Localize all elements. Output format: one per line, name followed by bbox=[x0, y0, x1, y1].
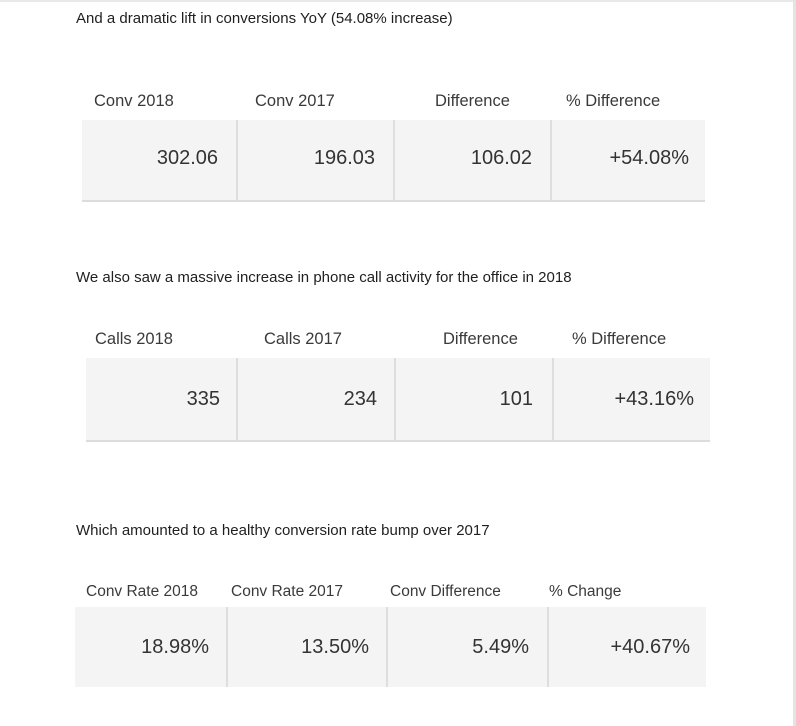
conversions-header-pct-difference: % Difference bbox=[566, 92, 661, 110]
rate-header-conv-rate-2017: Conv Rate 2017 bbox=[231, 583, 344, 600]
rate-header-pct-change: % Change bbox=[549, 583, 622, 600]
conv-difference-value: 106.02 bbox=[470, 147, 532, 169]
calls-header-calls-2017: Calls 2017 bbox=[264, 330, 342, 348]
conversions-values-row: 302.06 196.03 106.02 +54.08% bbox=[82, 120, 705, 202]
table-cell: +40.67% bbox=[549, 607, 706, 687]
table-cell: 101 bbox=[396, 358, 554, 440]
table-cell: 5.49% bbox=[388, 607, 549, 687]
calls-2017-value: 234 bbox=[343, 388, 377, 410]
table-cell: 196.03 bbox=[238, 120, 395, 200]
calls-header-pct-difference: % Difference bbox=[572, 330, 667, 348]
conversions-header-conv-2017: Conv 2017 bbox=[255, 92, 335, 110]
conv-rate-difference-value: 5.49% bbox=[472, 636, 529, 658]
conv-pct-difference-value: +54.08% bbox=[609, 147, 689, 169]
calls-header-calls-2018: Calls 2018 bbox=[95, 330, 173, 348]
conv-rate-2017-value: 13.50% bbox=[301, 636, 369, 658]
rate-header-conv-difference: Conv Difference bbox=[390, 583, 501, 600]
table-cell: +54.08% bbox=[552, 120, 705, 200]
conv-rate-2018-value: 18.98% bbox=[141, 636, 209, 658]
table-cell: 18.98% bbox=[75, 607, 228, 687]
calls-intro-text: We also saw a massive increase in phone … bbox=[76, 269, 572, 286]
conv-2018-value: 302.06 bbox=[156, 147, 218, 169]
table-cell: 106.02 bbox=[395, 120, 552, 200]
table-cell: +43.16% bbox=[554, 358, 710, 440]
table-cell: 335 bbox=[86, 358, 238, 440]
conversions-header-conv-2018: Conv 2018 bbox=[94, 92, 174, 110]
calls-pct-difference-value: +43.16% bbox=[614, 388, 694, 410]
table-cell: 13.50% bbox=[228, 607, 388, 687]
calls-header-difference: Difference bbox=[443, 330, 518, 348]
conv-rate-pct-change-value: +40.67% bbox=[610, 636, 690, 658]
calls-2018-value: 335 bbox=[186, 388, 220, 410]
scrollbar-edge bbox=[793, 0, 796, 726]
rate-header-conv-rate-2018: Conv Rate 2018 bbox=[86, 583, 199, 600]
rate-intro-text: Which amounted to a healthy conversion r… bbox=[76, 522, 490, 539]
conversions-header-difference: Difference bbox=[435, 92, 510, 110]
table-cell: 302.06 bbox=[82, 120, 238, 200]
calls-values-row: 335 234 101 +43.16% bbox=[86, 358, 710, 442]
calls-difference-value: 101 bbox=[499, 388, 533, 410]
conversions-intro-text: And a dramatic lift in conversions YoY (… bbox=[76, 10, 453, 27]
top-edge bbox=[0, 0, 796, 2]
conv-2017-value: 196.03 bbox=[313, 147, 375, 169]
rate-values-row: 18.98% 13.50% 5.49% +40.67% bbox=[75, 607, 706, 687]
table-cell: 234 bbox=[238, 358, 396, 440]
